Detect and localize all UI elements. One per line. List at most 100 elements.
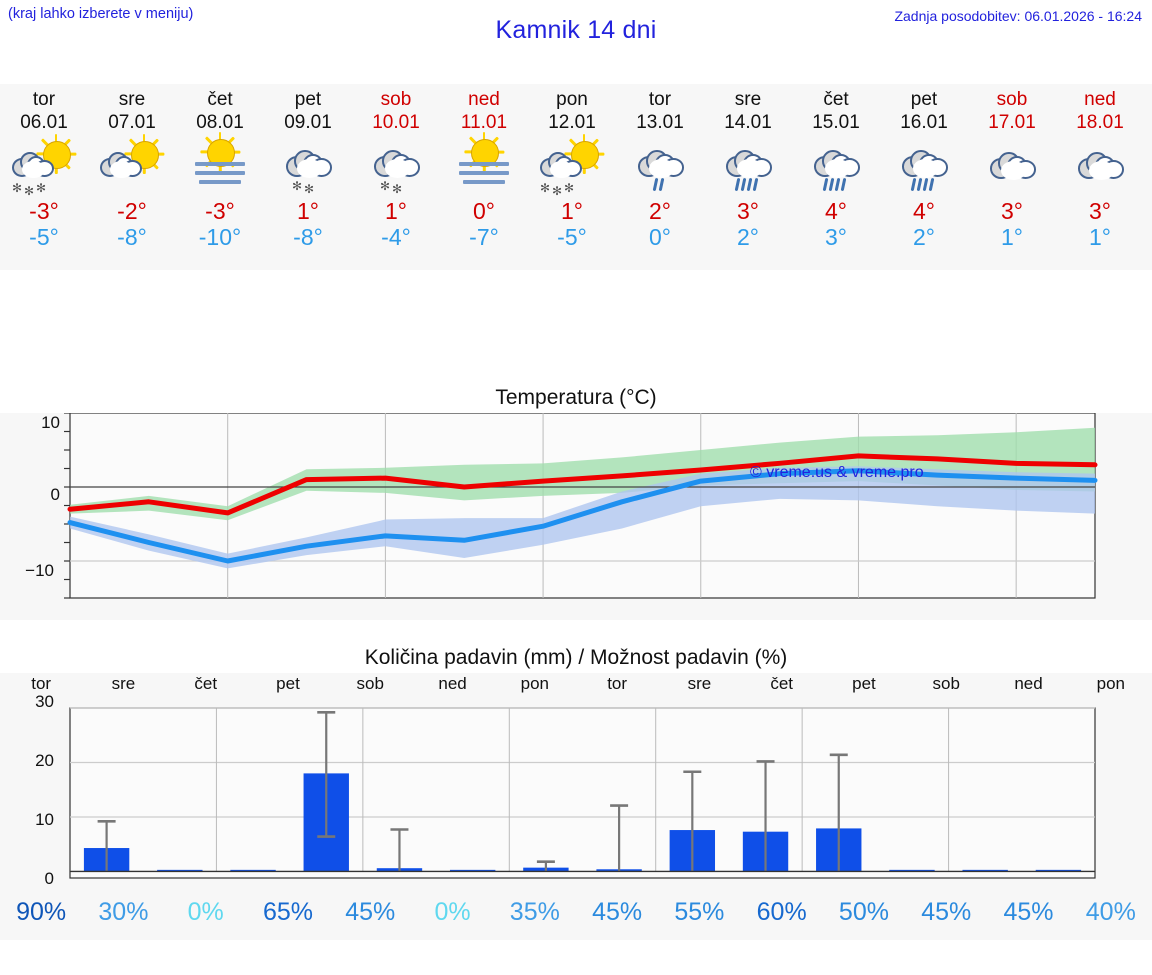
- precip-probability-11: 50%: [838, 898, 889, 926]
- temperature-chart-panel: Temperatura (°C) 10 0 −10: [0, 380, 1152, 620]
- last-update-text: Zadnja posodobitev: 06.01.2026 - 16:24: [894, 8, 1142, 24]
- forecast-day-14[interactable]: pon19.01 3°1°: [1144, 84, 1152, 270]
- forecast-day-9[interactable]: sre 14.01 3° 2°: [704, 84, 792, 270]
- precip-probability-3: 0%: [187, 898, 224, 926]
- day-temp-max: 3°: [1001, 198, 1023, 224]
- raindrop-icon: [822, 177, 828, 192]
- weather-icon-cloud-rain: [880, 138, 968, 194]
- weather-icon-cloud-snow: ✻ ✻: [264, 138, 352, 195]
- day-name: sre: [734, 89, 762, 110]
- page-title: Kamnik 14 dni: [495, 16, 657, 44]
- day-temp-max: 4°: [825, 198, 847, 224]
- fog-line-icon: [459, 171, 509, 175]
- weather-icon-cloud-snow: ✻ ✻: [352, 138, 440, 195]
- raindrop-icon: [746, 177, 752, 192]
- forecast-day-8[interactable]: tor 13.01 2° 0°: [616, 84, 704, 270]
- forecast-day-strip: tor 06.01 ✻ ✻ ✻ -3° -5° sre 07.01 -2° -8° čet 08.0…: [0, 84, 1152, 270]
- day-temp-min: 1°: [1001, 224, 1023, 250]
- cloud-icon: [100, 152, 142, 178]
- cloud-icon: [726, 150, 772, 179]
- precip-probability-8: 45%: [592, 898, 643, 926]
- precip-day-label-1: tor: [31, 674, 52, 693]
- weather-icon-cloud-rain: [792, 138, 880, 194]
- precip-probability-10: 60%: [756, 898, 807, 926]
- precip-day-label-9: sre: [687, 674, 712, 693]
- day-temp-min: 0°: [649, 224, 671, 250]
- precip-day-label-7: pon: [520, 674, 550, 693]
- day-name: pon: [556, 89, 588, 110]
- weather-icon-sun-cloud-snow: ✻ ✻ ✻: [528, 134, 616, 197]
- forecast-day-1[interactable]: tor 06.01 ✻ ✻ ✻ -3° -5°: [0, 84, 88, 270]
- forecast-day-13[interactable]: ned 18.01 3° 1°: [1056, 84, 1144, 270]
- day-temp-min: -8°: [117, 224, 147, 250]
- raindrop-icon: [752, 177, 758, 192]
- snowflake-icon: ✻: [564, 181, 575, 195]
- precip-probability-5: 45%: [345, 898, 396, 926]
- forecast-day-12[interactable]: sob 17.01 3° 1°: [968, 84, 1056, 270]
- raindrop-icon: [740, 177, 746, 192]
- raindrop-icon: [916, 177, 922, 192]
- sun-ray-icon: [142, 134, 146, 144]
- precipitation-chart-svg: [69, 707, 1096, 879]
- weather-icon-cloud: [1144, 138, 1152, 194]
- day-name: čet: [207, 89, 233, 110]
- day-date: 13.01: [636, 112, 684, 133]
- forecast-day-6[interactable]: ned 11.01 0° -7°: [440, 84, 528, 270]
- day-temp-min: -8°: [293, 224, 323, 250]
- sun-ray-icon: [54, 134, 58, 144]
- temp-ytick-10: 10: [41, 413, 60, 432]
- precip-day-label-3: čet: [194, 674, 218, 693]
- cloud-icon: [374, 150, 420, 179]
- precip-probability-6: 0%: [434, 898, 471, 926]
- day-date: 11.01: [460, 112, 508, 133]
- cloud-icon: [902, 150, 948, 179]
- day-date: 10.01: [372, 112, 420, 133]
- forecast-day-11[interactable]: pet 16.01 4° 2°: [880, 84, 968, 270]
- snowflake-icon: ✻: [292, 179, 303, 193]
- day-temp-max: -2°: [117, 198, 147, 224]
- day-temp-max: 0°: [473, 198, 495, 224]
- day-date: 08.01: [196, 112, 244, 133]
- precip-probability-4: 65%: [262, 898, 313, 926]
- weather-icon-cloud-rain: [704, 138, 792, 194]
- day-temp-min: -5°: [557, 224, 587, 250]
- fog-line-icon: [463, 180, 505, 184]
- raindrop-icon: [658, 177, 664, 192]
- day-temp-max: 4°: [913, 198, 935, 224]
- day-temp-max: 1°: [297, 198, 319, 224]
- precip-day-label-6: ned: [438, 674, 467, 693]
- raindrop-icon: [922, 177, 928, 192]
- forecast-day-2[interactable]: sre 07.01 -2° -8°: [88, 84, 176, 270]
- location-menu-note[interactable]: (kraj lahko izberete v meniju): [8, 6, 194, 22]
- day-name: sob: [380, 89, 412, 110]
- snowflake-icon: ✻: [380, 179, 391, 193]
- day-date: 14.01: [724, 112, 772, 133]
- fog-line-icon: [459, 162, 509, 166]
- weather-icon-cloud-rain-light: [616, 138, 704, 194]
- precip-day-label-5: sob: [356, 674, 384, 693]
- forecast-day-7[interactable]: pon 12.01 ✻ ✻ ✻ 1° -5°: [528, 84, 616, 270]
- day-temp-max: 1°: [561, 198, 583, 224]
- raindrop-icon: [734, 177, 740, 192]
- forecast-day-10[interactable]: čet 15.01 4° 3°: [792, 84, 880, 270]
- forecast-day-3[interactable]: čet 08.01 -3° -10°: [176, 84, 264, 270]
- precip-probability-7: 35%: [509, 898, 560, 926]
- cloud-icon: [1078, 152, 1124, 181]
- snowflake-icon: ✻: [12, 181, 23, 195]
- precip-probability-2: 30%: [98, 898, 149, 926]
- day-date: 12.01: [548, 112, 596, 133]
- forecast-day-4[interactable]: pet 09.01 ✻ ✻ 1° -8°: [264, 84, 352, 270]
- day-name: ned: [1084, 89, 1116, 110]
- sun-ray-icon: [218, 132, 222, 142]
- forecast-day-5[interactable]: sob 10.01 ✻ ✻ 1° -4°: [352, 84, 440, 270]
- raindrop-icon: [834, 177, 840, 192]
- precip-probability-9: 55%: [674, 898, 725, 926]
- fog-line-icon: [195, 162, 245, 166]
- fog-line-icon: [199, 180, 241, 184]
- precip-day-label-13: ned: [1014, 674, 1043, 693]
- precip-day-label-4: pet: [276, 674, 300, 693]
- day-temp-max: -3°: [205, 198, 235, 224]
- weather-icon-sun-cloud: [88, 134, 176, 194]
- precip-day-label-2: sre: [111, 674, 136, 693]
